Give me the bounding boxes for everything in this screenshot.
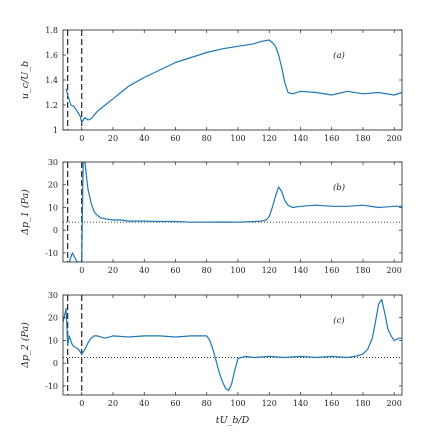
series-line-1 — [68, 162, 402, 262]
panels: 0 20 40 60 80 100 120 140 160 180 20011.21.41.61.8… — [20, 26, 403, 408]
panel-label: (c) — [333, 315, 344, 326]
y-tick-label: 20 — [48, 314, 58, 323]
x-tick-label: 100 — [230, 266, 245, 275]
y-tick-label: 30 — [48, 291, 58, 300]
x-tick-label: 180 — [355, 399, 370, 408]
plot-frame — [62, 29, 403, 131]
y-tick-label: 0 — [53, 226, 58, 235]
y-tick-label: 1.8 — [45, 26, 58, 35]
panel-3: 0 20 40 60 80 100 120 140 160 180 200 -10 0 10 20 30 Δp_… — [20, 291, 403, 408]
y-tick-label: 1.4 — [45, 76, 58, 85]
y-tick-label: -10 — [45, 382, 58, 391]
x-tick-label: 120 — [262, 266, 277, 275]
x-tick-label: 200 — [387, 399, 402, 408]
x-tick-label: 60 — [170, 134, 180, 143]
y-tick-label: 10 — [48, 336, 58, 345]
x-tick-label: 20 — [108, 399, 118, 408]
y-axis-label: u_c/U_b — [20, 61, 31, 99]
x-tick-label: 40 — [139, 399, 149, 408]
x-tick-label: 40 — [139, 266, 149, 275]
x-tick-label: 140 — [293, 134, 308, 143]
y-tick-label: -10 — [45, 249, 58, 258]
x-tick-label: 20 — [108, 266, 118, 275]
panel-label: (a) — [333, 50, 345, 61]
panel-2: 0 20 40 60 80 100 120 140 160 180 200 -10 0 10 20 30 Δp_… — [20, 158, 403, 275]
x-tick-label: 0 — [79, 134, 84, 143]
x-tick-label: 140 — [293, 266, 308, 275]
series-line-1 — [65, 39, 402, 124]
series-line-1 — [63, 298, 402, 392]
y-tick-label: 1.6 — [45, 51, 58, 60]
plot-frame — [62, 294, 403, 396]
x-tick-label: 60 — [170, 399, 180, 408]
y-tick-label: 1 — [53, 126, 58, 135]
x-tick-label: 140 — [293, 399, 308, 408]
x-tick-label: 160 — [324, 134, 339, 143]
x-tick-label: 200 — [387, 266, 402, 275]
x-tick-label: 160 — [324, 266, 339, 275]
x-tick-label: 180 — [355, 134, 370, 143]
y-axis-label: Δp_2 (Pa) — [20, 322, 31, 369]
y-axis-label: Δp_1 (Pa) — [20, 189, 31, 236]
x-tick-label: 180 — [355, 266, 370, 275]
x-tick-label: 0 — [79, 399, 84, 408]
y-tick-label: 10 — [48, 203, 58, 212]
y-tick-label: 20 — [48, 181, 58, 190]
y-tick-label: 30 — [48, 158, 58, 167]
x-tick-label: 120 — [262, 134, 277, 143]
panel-1: 0 20 40 60 80 100 120 140 160 180 200 1 1.2 1.4 1.6 1.8… — [20, 26, 403, 143]
x-tick-label: 100 — [230, 134, 245, 143]
plot-frame — [62, 161, 403, 263]
x-tick-label: 40 — [139, 134, 149, 143]
x-tick-label: 80 — [202, 399, 212, 408]
x-tick-label: 20 — [108, 134, 118, 143]
x-tick-label: 100 — [230, 399, 245, 408]
x-tick-label: 160 — [324, 399, 339, 408]
x-tick-label: 0 — [79, 266, 84, 275]
x-tick-label: 80 — [202, 266, 212, 275]
x-tick-label: 60 — [170, 266, 180, 275]
y-tick-label: 0 — [53, 359, 58, 368]
x-tick-label: 200 — [387, 134, 402, 143]
x-axis-label: tU_b/D — [216, 415, 250, 426]
x-tick-label: 120 — [262, 399, 277, 408]
x-tick-label: 80 — [202, 134, 212, 143]
y-tick-label: 1.2 — [45, 101, 58, 110]
panel-label: (b) — [333, 182, 345, 193]
